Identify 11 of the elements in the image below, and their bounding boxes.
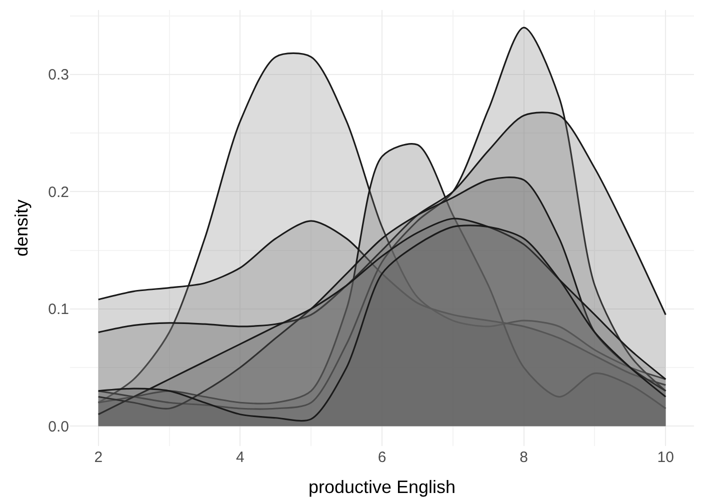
x-tick-label: 2 <box>94 449 103 466</box>
y-tick-label: 0.3 <box>48 66 69 84</box>
y-tick-label: 0.0 <box>48 418 69 436</box>
y-axis-title: density <box>11 199 32 257</box>
y-tick-label: 0.2 <box>48 184 69 201</box>
y-tick-label: 0.1 <box>48 301 69 318</box>
x-tick-label: 6 <box>378 449 386 466</box>
x-tick-label: 4 <box>236 449 244 466</box>
x-tick-label: 10 <box>657 449 674 466</box>
x-axis-title: productive English <box>308 477 456 498</box>
x-tick-label: 8 <box>520 449 528 466</box>
